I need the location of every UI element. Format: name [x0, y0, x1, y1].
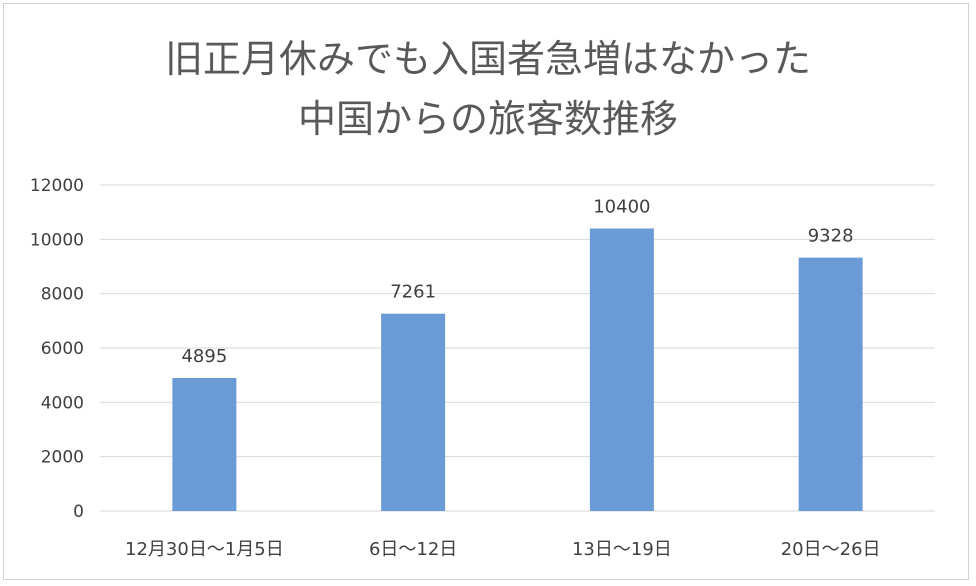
bar-0 [172, 378, 237, 511]
gridlines [100, 184, 935, 512]
x-axis-category-labels: 12月30日～1月5日 6日～12日 13日～19日 20日～26日 [125, 539, 881, 560]
y-tick-label-12000: 12000 [30, 176, 84, 196]
data-label-2: 10400 [593, 196, 650, 217]
bar-3 [798, 257, 863, 511]
x-category-label-2: 13日～19日 [572, 539, 672, 560]
x-category-label-0: 12月30日～1月5日 [125, 539, 284, 560]
data-labels: 4895 7261 10400 9328 [181, 196, 853, 367]
y-tick-label-2000: 2000 [41, 448, 84, 468]
y-tick-label-4000: 4000 [41, 393, 84, 413]
chart-title-line-1: 旧正月休みでも入国者急増はなかった [165, 37, 811, 81]
bars [172, 228, 863, 511]
chart-title-line-2: 中国からの旅客数推移 [298, 97, 678, 141]
chart-title: 旧正月休みでも入国者急増はなかった 中国からの旅客数推移 [165, 37, 811, 141]
data-label-0: 4895 [181, 346, 227, 367]
y-tick-label-6000: 6000 [41, 339, 84, 359]
y-tick-label-8000: 8000 [41, 285, 84, 305]
x-category-label-3: 20日～26日 [781, 539, 881, 560]
bar-2 [589, 228, 654, 511]
x-category-label-1: 6日～12日 [369, 539, 457, 560]
data-label-1: 7261 [390, 282, 436, 303]
data-label-3: 9328 [808, 226, 854, 247]
y-tick-label-0: 0 [73, 502, 84, 522]
y-tick-label-10000: 10000 [30, 230, 84, 250]
y-axis-tick-labels: 0 2000 4000 6000 8000 10000 12000 [30, 176, 84, 522]
bar-1 [381, 313, 446, 511]
